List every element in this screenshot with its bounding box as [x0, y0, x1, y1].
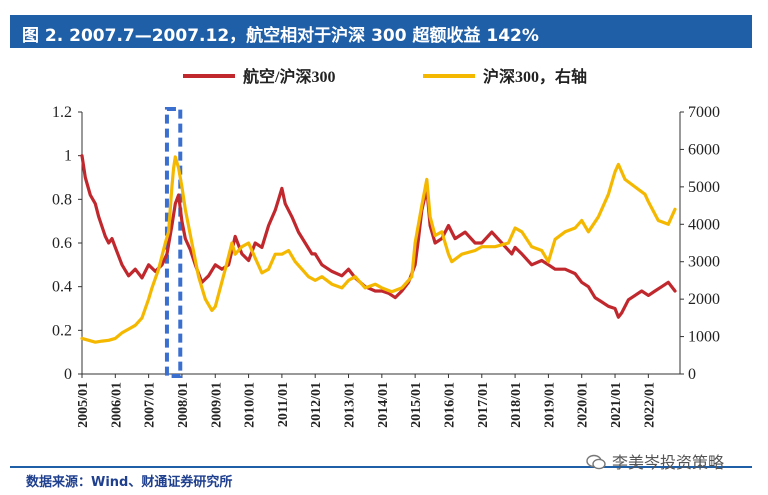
data-source-note: 数据来源：Wind、财通证券研究所 [26, 475, 233, 490]
x-tick-label: 2017/01 [476, 382, 491, 428]
footer-divider [10, 466, 752, 468]
x-tick-label: 2022/01 [642, 382, 657, 428]
x-tick-label: 2021/01 [609, 382, 624, 428]
left-tick-label: 0.6 [52, 235, 72, 252]
wechat-icon [586, 454, 606, 474]
x-tick-label: 2007/01 [143, 382, 158, 428]
watermark: 李美岑投资策略 [586, 449, 724, 474]
x-tick-label: 2011/01 [276, 382, 291, 427]
right-tick-label: 1000 [688, 329, 720, 346]
title-bar: 图 2. 2007.7—2007.12，航空相对于沪深 300 超额收益 142… [10, 15, 752, 48]
right-tick-label: 4000 [688, 216, 720, 233]
left-tick-label: 0 [64, 366, 72, 383]
x-tick-label: 2012/01 [309, 382, 324, 428]
x-tick-label: 2018/01 [509, 382, 524, 428]
x-tick-label: 2005/01 [76, 382, 91, 428]
x-tick-label: 2008/01 [176, 382, 191, 428]
left-tick-label: 1 [64, 148, 72, 165]
right-tick-label: 0 [688, 366, 696, 383]
series-layer [80, 154, 677, 344]
right-tick-label: 6000 [688, 141, 720, 158]
right-tick-label: 7000 [688, 104, 720, 121]
x-tick-label: 2006/01 [109, 382, 124, 428]
x-tick-label: 2009/01 [209, 382, 224, 428]
watermark-text: 李美岑投资策略 [612, 453, 725, 472]
right-tick-label: 5000 [688, 179, 720, 196]
axes-layer: 0 0.2 0.4 0.6 0.8 1 1.2 0 1000 2000 3000 4000 5000 60… [52, 104, 720, 428]
x-tick-label: 2010/01 [243, 382, 258, 428]
left-tick-label: 1.2 [52, 104, 72, 121]
series-line-index [80, 155, 677, 344]
x-tick-label: 2013/01 [343, 382, 358, 428]
x-tick-label: 2016/01 [442, 382, 457, 428]
x-tick-label: 2020/01 [576, 382, 591, 428]
x-tick-label: 2014/01 [376, 382, 391, 428]
right-tick-label: 3000 [688, 254, 720, 271]
legend-label-relative: 航空/沪深300 [243, 67, 335, 86]
series-line-relative [80, 154, 677, 319]
x-tick-label: 2019/01 [542, 382, 557, 428]
chart-title: 图 2. 2007.7—2007.12，航空相对于沪深 300 超额收益 142… [22, 26, 539, 46]
x-tick-label: 2015/01 [409, 382, 424, 428]
left-tick-label: 0.2 [52, 322, 72, 339]
legend-label-index: 沪深300，右轴 [483, 67, 587, 86]
left-tick-label: 0.4 [52, 279, 72, 296]
legend: 航空/沪深300 沪深300，右轴 [183, 67, 587, 86]
right-tick-label: 2000 [688, 291, 720, 308]
left-tick-label: 0.8 [52, 191, 72, 208]
